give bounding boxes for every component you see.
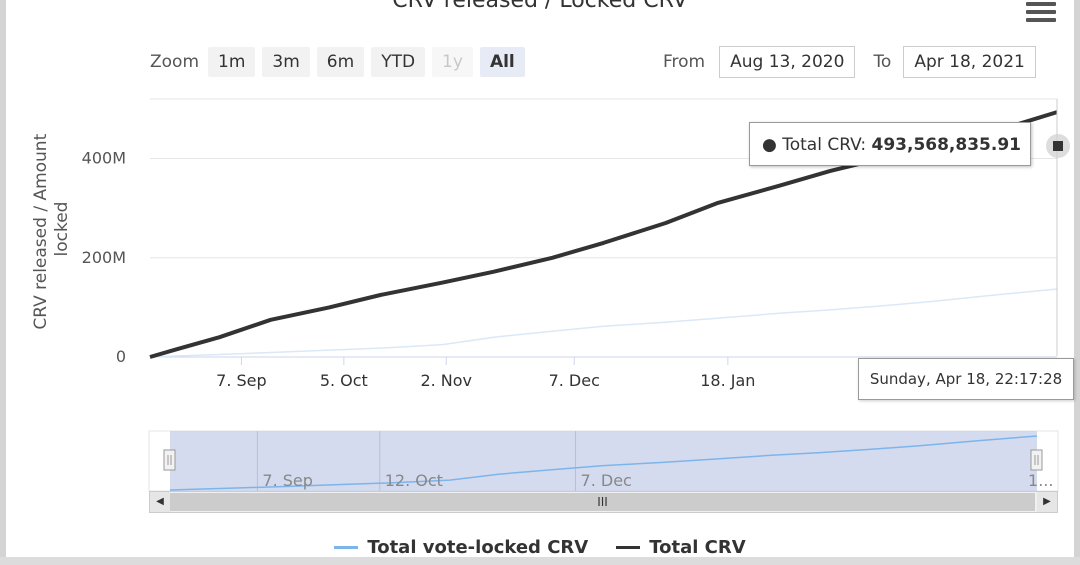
y-tick-label: 400M [82, 149, 126, 168]
x-tick-label: 2. Nov [420, 371, 472, 390]
x-tick-label: 18. Jan [700, 371, 755, 390]
navigator-tick-label: 12. Oct [385, 471, 443, 490]
navigator-left-handle[interactable] [163, 449, 176, 471]
legend-label: Total CRV [649, 537, 746, 558]
legend-label: Total vote-locked CRV [367, 537, 589, 558]
y-axis-title: CRV released / Amount locked [31, 128, 72, 329]
scrollbar-thumb[interactable]: III [170, 493, 1035, 511]
chart-legend: Total vote-locked CRV Total CRV [0, 537, 1080, 558]
chart-title: CRV released / Locked CRV [392, 0, 688, 13]
y-tick-label: 200M [82, 248, 126, 267]
tooltip-bullet: ● [762, 135, 777, 155]
zoom-1y-button: 1y [432, 47, 473, 77]
navigator-series [169, 435, 1038, 491]
legend-item-total-crv[interactable]: Total CRV [616, 537, 746, 558]
zoom-all-button[interactable]: All [479, 47, 525, 77]
zoom-3m-button[interactable]: 3m [262, 47, 310, 77]
date-tooltip: Sunday, Apr 18, 22:17:28 [858, 358, 1074, 400]
x-tick-label: 7. Dec [549, 371, 600, 390]
series-total-vote-locked-crv [149, 288, 1058, 358]
navigator-line [169, 435, 1038, 491]
zoom-6m-button[interactable]: 6m [316, 47, 365, 77]
to-label: To [873, 52, 892, 72]
from-date-input[interactable]: Aug 13, 2020 [719, 46, 856, 78]
legend-swatch [334, 546, 359, 549]
window-frame-right [1074, 0, 1080, 565]
navigator-tick-label: 1... [1028, 471, 1053, 490]
navigator-tick-label: 7. Sep [262, 471, 313, 490]
window-frame-bottom [0, 557, 1080, 565]
zoom-ytd-button[interactable]: YTD [371, 47, 426, 77]
zoom-1m-button[interactable]: 1m [208, 47, 256, 77]
navigator-tick-label: 7. Dec [581, 471, 632, 490]
date-range-inputs: From Aug 13, 2020 To Apr 18, 2021 [663, 46, 1036, 78]
scroll-right-arrow-icon[interactable]: ▶ [1037, 492, 1057, 512]
x-axis: 7. Sep 5. Oct 2. Nov 7. Dec 18. Jan [150, 356, 1057, 390]
tooltip-series-name: Total CRV [782, 135, 861, 155]
navigator-right-handle[interactable] [1030, 449, 1043, 471]
legend-item-vote-locked[interactable]: Total vote-locked CRV [334, 537, 588, 558]
zoom-label: Zoom [150, 52, 200, 72]
navigator-selected-range[interactable] [170, 431, 1037, 491]
navigator-grid [256, 431, 577, 491]
tooltip-value: 493,568,835.91 [871, 135, 1022, 155]
navigator-x-axis: 7. Sep 12. Oct 7. Dec 1... [262, 471, 1053, 490]
point-tooltip: ● Total CRV: 493,568,835.91 [749, 122, 1031, 166]
hamburger-menu-icon[interactable] [1026, 2, 1056, 26]
hover-point-marker [1053, 141, 1063, 151]
series-line [149, 288, 1058, 358]
window-frame-left [0, 0, 6, 565]
y-tick-label: 0 [116, 347, 126, 366]
from-label: From [663, 52, 706, 72]
zoom-range-selector: Zoom 1m 3m 6m YTD 1y All [150, 47, 525, 77]
y-axis: 0 200M 400M [82, 149, 126, 366]
scroll-left-arrow-icon[interactable]: ◀ [150, 492, 170, 512]
navigator-scrollbar[interactable]: ◀ III ▶ [149, 491, 1058, 513]
to-date-input[interactable]: Apr 18, 2021 [903, 46, 1036, 78]
legend-swatch [616, 546, 641, 549]
x-tick-label: 7. Sep [216, 371, 267, 390]
x-tick-label: 5. Oct [320, 371, 368, 390]
